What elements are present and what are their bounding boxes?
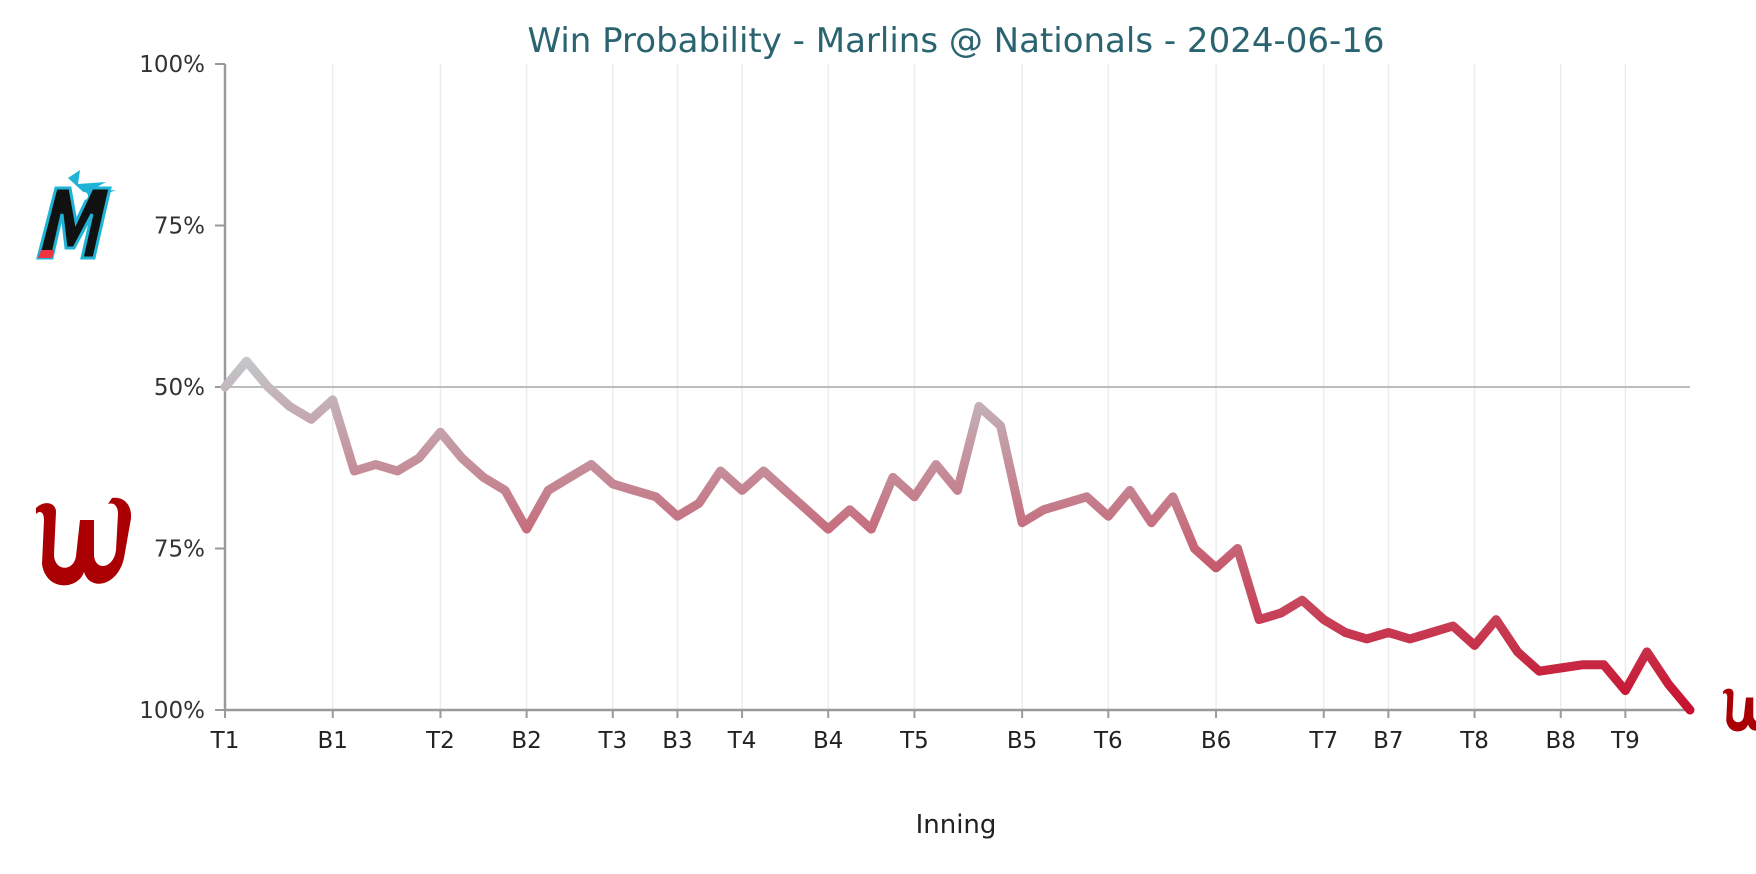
x-tick-label: B7 [1373, 728, 1403, 754]
y-axis-ticks: 100% 75% 50% 75% 100% [139, 52, 225, 724]
x-tick-label: T5 [899, 728, 929, 754]
y-tick-label: 100% [139, 698, 205, 724]
y-tick-label: 75% [154, 214, 205, 240]
x-tick-label: T7 [1308, 728, 1338, 754]
x-axis-ticks: T1 B1 T2 B2 T3 B3 T4 B4 T5 B5 T6 B6 T7 B7 T8 B8 T9 [210, 710, 1640, 754]
x-tick-label: T2 [425, 728, 455, 754]
x-tick-label: B6 [1201, 728, 1231, 754]
nationals-logo-end-icon [1723, 688, 1756, 732]
x-tick-label: T9 [1610, 728, 1640, 754]
marlins-logo-icon [36, 170, 116, 260]
x-tick-label: B2 [511, 728, 541, 754]
x-tick-label: T8 [1459, 728, 1489, 754]
x-tick-label: T4 [727, 728, 757, 754]
y-tick-label: 100% [139, 52, 205, 78]
x-tick-label: B4 [813, 728, 843, 754]
x-tick-label: B8 [1546, 728, 1576, 754]
x-tick-label: T3 [597, 728, 627, 754]
chart-title: Win Probability - Marlins @ Nationals - … [527, 21, 1384, 61]
x-tick-label: B1 [318, 728, 348, 754]
nationals-logo-icon [36, 497, 132, 586]
x-tick-label: T1 [210, 728, 240, 754]
win-probability-line [220, 356, 1695, 715]
x-tick-label: B5 [1007, 728, 1037, 754]
x-tick-label: T6 [1093, 728, 1123, 754]
y-tick-label: 75% [154, 537, 205, 563]
x-tick-label: B3 [662, 728, 692, 754]
x-axis-label: Inning [916, 810, 997, 840]
y-tick-label: 50% [154, 375, 205, 401]
